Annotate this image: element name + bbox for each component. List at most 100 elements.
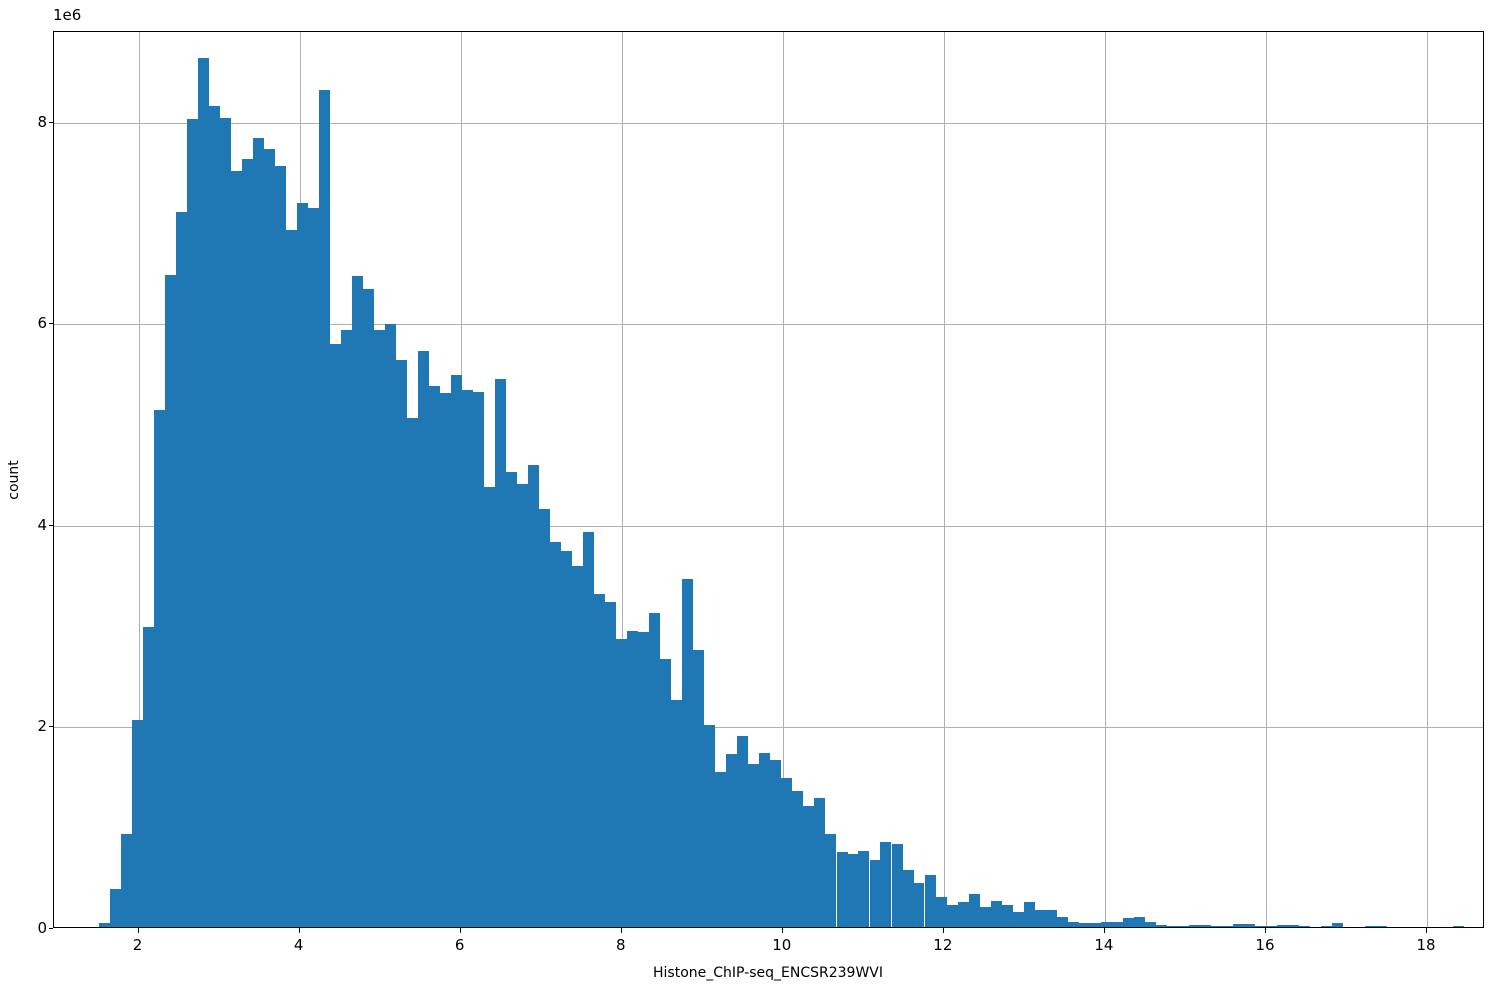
histogram-bar — [1111, 921, 1123, 927]
y-axis-label: count — [6, 460, 22, 500]
histogram-bar — [1023, 901, 1035, 927]
histogram-bar — [1188, 924, 1200, 927]
y-tick-label: 8 — [37, 112, 47, 131]
histogram-bar — [1166, 926, 1178, 927]
histogram-bar — [418, 350, 430, 927]
histogram-bar — [704, 725, 716, 927]
histogram-bar — [1243, 923, 1255, 927]
histogram-bar — [715, 771, 727, 927]
histogram-bar — [594, 594, 606, 927]
histogram-bar — [1144, 921, 1156, 927]
x-tick-label: 8 — [615, 936, 626, 954]
x-tick-label: 10 — [772, 936, 792, 954]
histogram-bar — [451, 374, 463, 927]
histogram-bar — [231, 171, 243, 927]
x-tick-mark — [620, 928, 622, 933]
histogram-bar — [1012, 911, 1024, 927]
histogram-bar — [198, 58, 210, 927]
histogram-bar — [1375, 926, 1387, 927]
y-tick-mark — [48, 928, 53, 929]
histogram-bar — [429, 385, 441, 927]
x-tick-label: 6 — [454, 936, 465, 954]
histogram-bar — [528, 465, 540, 927]
histogram-bar — [1320, 926, 1332, 927]
histogram-bar — [1133, 916, 1145, 927]
x-tick-mark — [1426, 928, 1428, 933]
histogram-bar — [770, 759, 782, 927]
histogram-bar — [165, 274, 177, 927]
histogram-bar — [847, 854, 859, 927]
histogram-bar — [275, 166, 287, 927]
y-tick-mark — [48, 121, 53, 123]
histogram-bar — [946, 904, 958, 927]
y-tick-label: 6 — [37, 314, 47, 333]
x-tick-label: 16 — [1255, 936, 1275, 954]
histogram-bar — [836, 852, 848, 927]
histogram-bar — [583, 531, 595, 927]
histogram-bar — [858, 851, 870, 927]
x-tick-label: 18 — [1416, 936, 1436, 954]
histogram-bar — [1364, 926, 1376, 927]
histogram-bar — [902, 869, 914, 927]
x-tick-mark — [1264, 928, 1266, 933]
histogram-bar — [1089, 922, 1101, 927]
histogram-bar — [1298, 926, 1310, 927]
histogram-bar — [671, 700, 683, 927]
histogram-bar — [1254, 926, 1266, 927]
histogram-bar — [495, 378, 507, 927]
histogram-bar — [352, 275, 364, 927]
plot-area — [53, 31, 1484, 928]
histogram-bar — [1100, 921, 1112, 927]
histogram-bar — [1210, 926, 1222, 927]
histogram-bar — [1045, 909, 1057, 927]
histogram-bar — [968, 893, 980, 927]
histogram-bar — [605, 602, 617, 927]
y-tick-label: 0 — [37, 919, 47, 937]
x-tick-mark — [298, 928, 300, 933]
histogram-bar — [682, 579, 694, 927]
histogram-bar — [506, 472, 518, 927]
histogram-bar — [1265, 926, 1277, 927]
histogram-bar — [1078, 922, 1090, 927]
histogram-bar — [374, 330, 386, 927]
histogram-bar — [1452, 926, 1464, 927]
x-axis-label: Histone_ChIP-seq_ENCSR239WVI — [653, 965, 883, 981]
y-tick-mark — [48, 726, 53, 728]
gridline-horizontal — [54, 324, 1483, 326]
histogram-bar — [660, 658, 672, 927]
x-tick-mark — [781, 928, 783, 933]
histogram-bar — [616, 638, 628, 927]
gridline-vertical — [1427, 32, 1429, 927]
histogram-bar — [264, 148, 276, 927]
histogram-bar — [121, 834, 133, 927]
gridline-horizontal — [54, 122, 1483, 124]
histogram-bar — [869, 860, 881, 927]
histogram-bar — [319, 90, 331, 927]
x-tick-label: 2 — [132, 936, 143, 954]
gridline-vertical — [782, 32, 784, 927]
x-tick-mark — [942, 928, 944, 933]
gridline-vertical — [1265, 32, 1267, 927]
histogram-bar — [242, 159, 254, 927]
histogram-bar — [1056, 916, 1068, 927]
gridline-horizontal — [54, 525, 1483, 527]
histogram-bar — [792, 790, 804, 927]
histogram-bar — [572, 566, 584, 927]
histogram-bar — [924, 874, 936, 927]
histogram-bar — [330, 344, 342, 927]
histogram-bar — [209, 105, 221, 927]
histogram-bar — [154, 409, 166, 927]
gridline-horizontal — [54, 727, 1483, 729]
histogram-bar — [726, 753, 738, 927]
histogram-bar — [759, 752, 771, 927]
histogram-bar — [1221, 926, 1233, 927]
histogram-bar — [1034, 909, 1046, 927]
y-tick-label: 2 — [37, 717, 47, 736]
histogram-bar — [935, 896, 947, 927]
histogram-bar — [1122, 917, 1134, 927]
histogram-bar — [1155, 924, 1167, 927]
histogram-bar — [440, 392, 452, 927]
histogram-bar — [363, 289, 375, 927]
histogram-bar — [110, 888, 122, 927]
histogram-bar — [1001, 904, 1013, 927]
